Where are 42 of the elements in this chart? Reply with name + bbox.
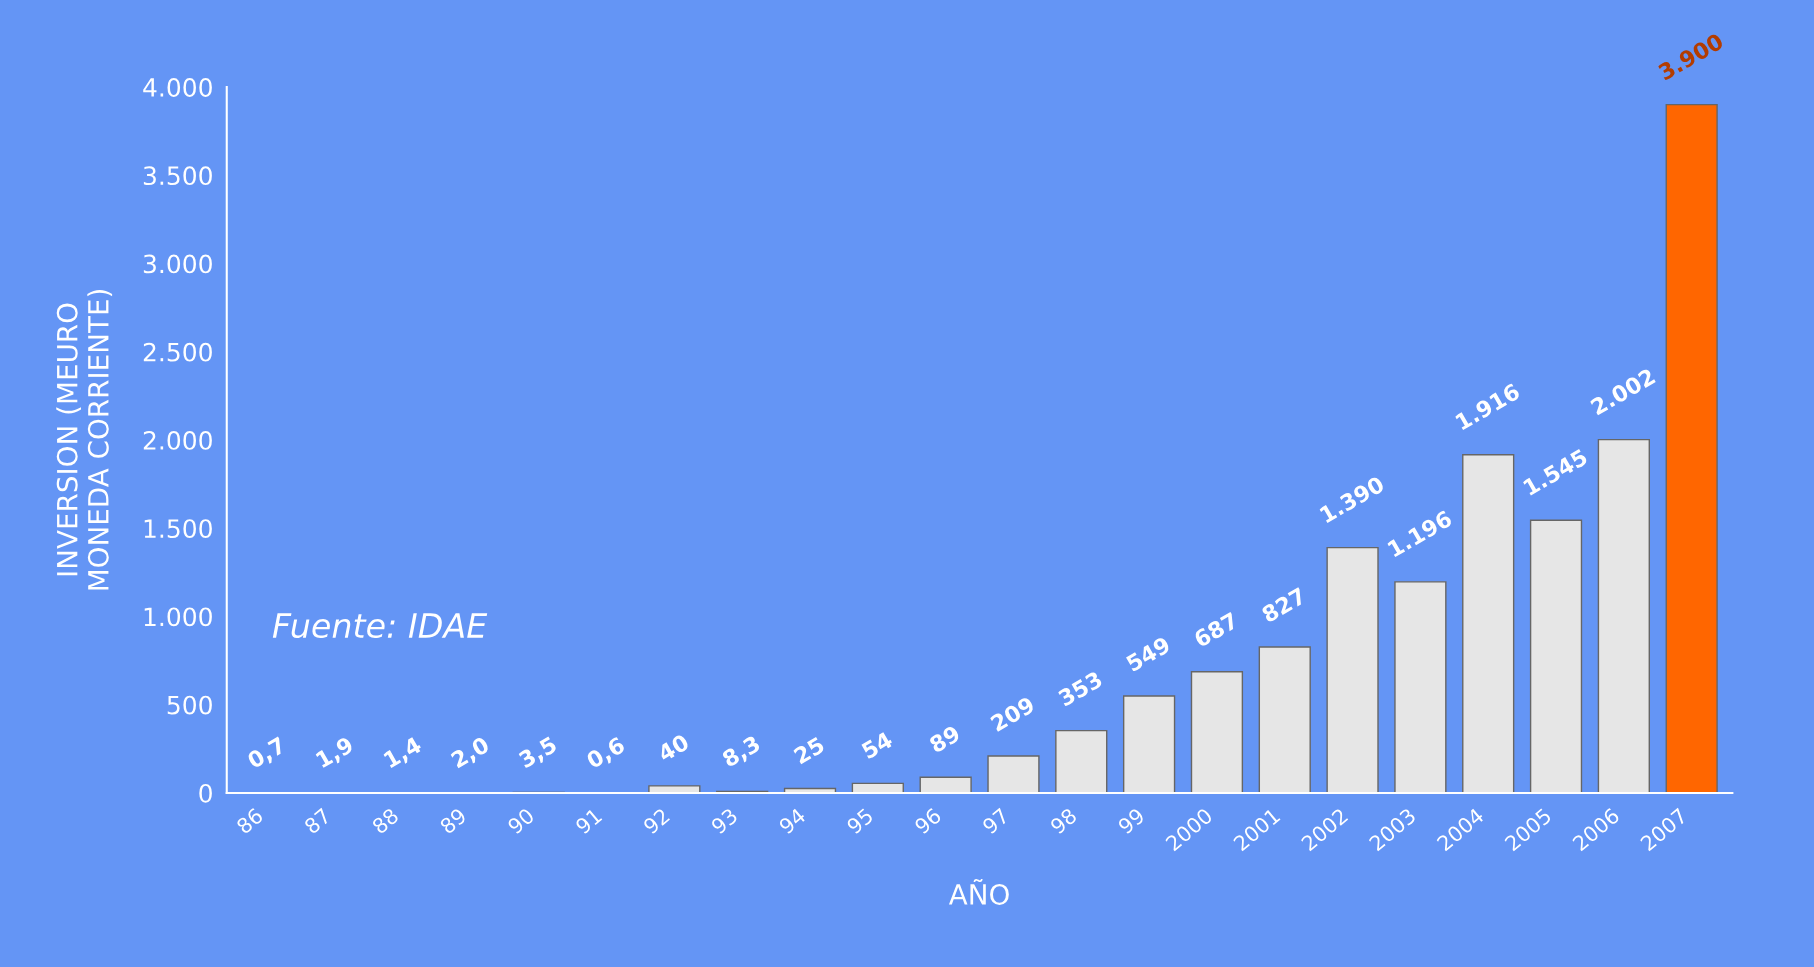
x-tick-label: 92 — [642, 807, 671, 835]
y-tick-label: 2.500 — [143, 342, 212, 362]
data-label: 549 — [1125, 635, 1172, 673]
x-tick-label: 97 — [981, 807, 1010, 835]
x-tick-label: 89 — [438, 807, 468, 835]
y-tick-label: 500 — [167, 695, 212, 715]
y-tick-label: 3.000 — [143, 254, 212, 274]
data-label: 0,6 — [585, 736, 628, 772]
x-tick-label: 93 — [710, 807, 739, 835]
data-label: 353 — [1057, 670, 1104, 707]
y-tick-label: 1.000 — [144, 607, 212, 627]
x-tick-label: 91 — [574, 807, 603, 835]
x-axis-title: AÑO — [948, 879, 1009, 905]
annotation: Fuente: IDAE — [272, 613, 488, 639]
data-label: 687 — [1192, 611, 1239, 648]
data-label: 3,5 — [517, 735, 560, 771]
x-tick-label: 94 — [777, 807, 807, 835]
x-tick-label: 96 — [913, 807, 943, 835]
data-label: 54 — [860, 730, 894, 760]
data-label: 25 — [792, 736, 826, 765]
x-tick-label: 99 — [1117, 807, 1146, 835]
x-tick-label: 86 — [235, 807, 264, 835]
data-label: 1,9 — [315, 735, 356, 771]
x-tick-label: 95 — [845, 807, 874, 835]
y-tick-label: 1.500 — [144, 519, 212, 539]
data-label: 0,7 — [246, 736, 288, 772]
data-label: 209 — [989, 695, 1036, 732]
x-tick-label: 98 — [1049, 807, 1078, 835]
x-tick-label: 88 — [371, 807, 400, 835]
data-label: 827 — [1260, 586, 1307, 624]
data-label: 2,0 — [450, 735, 492, 771]
data-label: 8,3 — [721, 734, 763, 771]
y-axis-title: INVERSION (MEURO MONEDA CORRIENTE) — [56, 290, 113, 590]
y-tick-label: 4.000 — [143, 77, 212, 97]
data-label: 1,4 — [383, 736, 424, 771]
y-tick-label: 3.500 — [143, 166, 212, 186]
x-tick-label: 87 — [303, 807, 332, 835]
x-tick-label: 90 — [506, 807, 536, 835]
y-tick-label: 0 — [199, 783, 212, 803]
data-label: 89 — [928, 724, 962, 754]
y-tick-label: 2.000 — [143, 430, 212, 450]
data-label: 40 — [656, 733, 691, 763]
